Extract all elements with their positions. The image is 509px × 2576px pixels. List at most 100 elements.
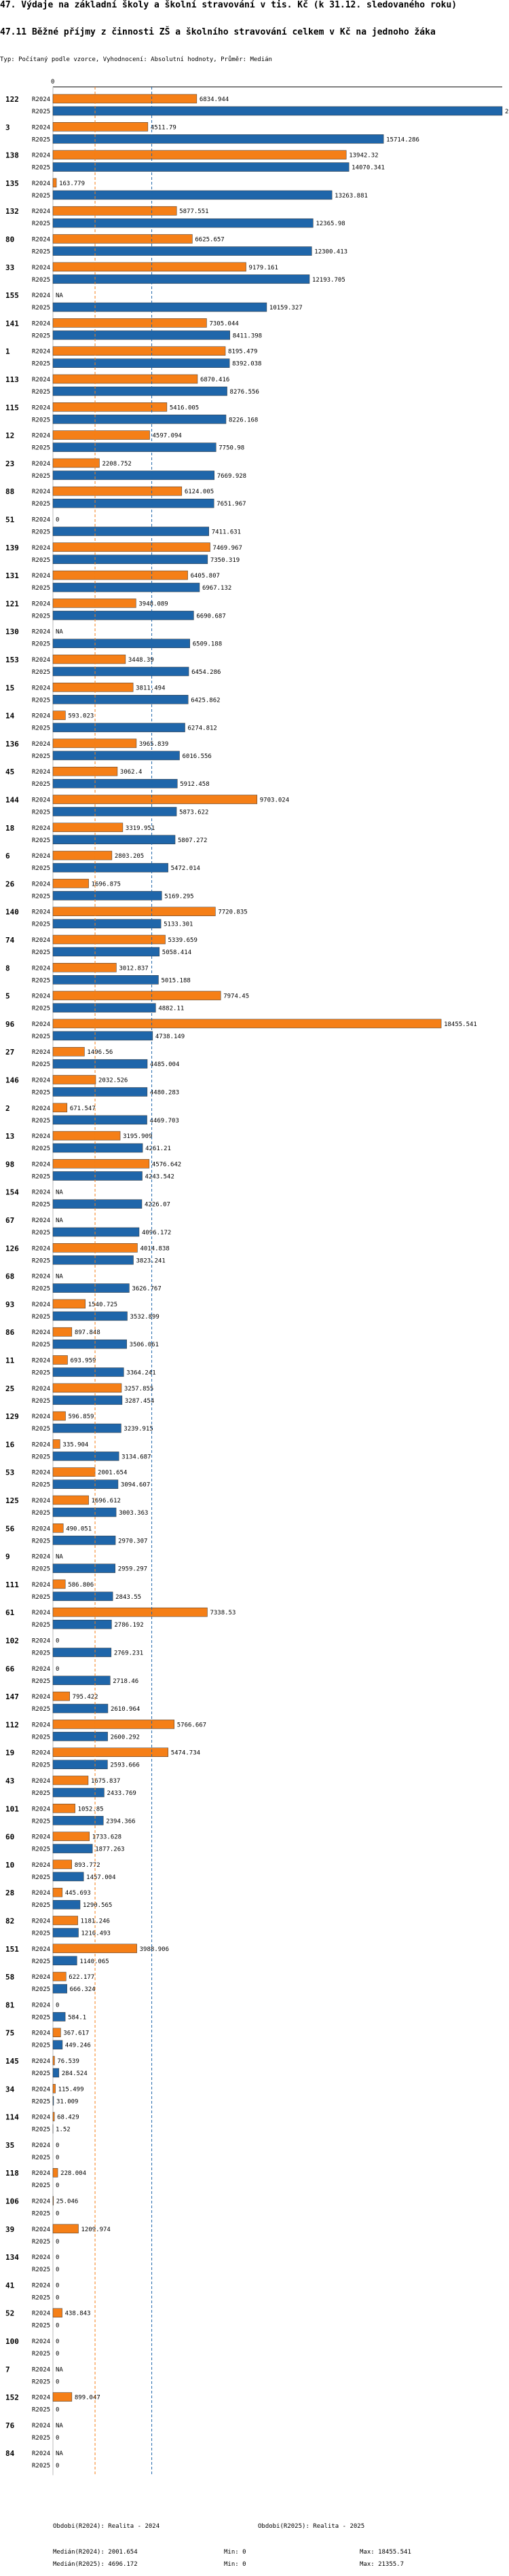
value-label-r2025: 6690.687 bbox=[196, 613, 225, 620]
value-label-r2024: NA bbox=[56, 1554, 63, 1561]
bar-r2025 bbox=[52, 1087, 148, 1097]
category-label: 19 bbox=[5, 1749, 14, 1758]
bar-r2025 bbox=[52, 2040, 63, 2049]
value-label-r2024: 3965.839 bbox=[139, 741, 168, 748]
series-label-r2025: R2025 bbox=[32, 193, 50, 200]
bar-r2024 bbox=[52, 766, 118, 776]
bar-r2024 bbox=[52, 94, 197, 104]
category-label: 154 bbox=[5, 1188, 19, 1197]
series-label-r2025: R2025 bbox=[32, 2267, 50, 2273]
series-label-r2024: R2024 bbox=[32, 1974, 50, 1981]
value-label-r2024: 1052.85 bbox=[78, 1806, 104, 1813]
series-label-r2025: R2025 bbox=[32, 529, 50, 536]
value-label-r2024: 9179.161 bbox=[249, 265, 278, 271]
bar-r2024 bbox=[52, 1887, 63, 1897]
value-label-r2024: 3811.494 bbox=[136, 685, 165, 692]
value-label-r2024: 6834.944 bbox=[200, 96, 229, 103]
bar-r2025 bbox=[52, 639, 191, 648]
category-label: 129 bbox=[5, 1412, 19, 1421]
category-label: 16 bbox=[5, 1440, 15, 1449]
series-label-r2025: R2025 bbox=[32, 669, 50, 676]
value-label-r2024: 5339.659 bbox=[168, 937, 197, 944]
value-label-r2024: 7974.45 bbox=[223, 993, 249, 1000]
category-label: 39 bbox=[5, 2225, 14, 2234]
value-label-r2025: 2433.769 bbox=[107, 1790, 136, 1797]
series-label-r2024: R2024 bbox=[32, 1133, 50, 1140]
value-label-r2024: 5877.551 bbox=[179, 208, 208, 215]
series-label-r2025: R2025 bbox=[32, 865, 50, 872]
value-label-r2024: 596.859 bbox=[69, 1414, 94, 1420]
bar-r2024 bbox=[52, 1355, 68, 1365]
series-label-r2024: R2024 bbox=[32, 1554, 50, 1561]
value-label-r2025: 6454.286 bbox=[191, 669, 221, 676]
series-label-r2024: R2024 bbox=[32, 2338, 50, 2345]
bar-r2025 bbox=[52, 1816, 104, 1825]
value-label-r2024: 893.772 bbox=[75, 1862, 100, 1869]
series-label-r2025: R2025 bbox=[32, 1762, 50, 1769]
value-label-r2024: 897.848 bbox=[75, 1329, 100, 1336]
value-label-r2024: 228.004 bbox=[60, 2170, 86, 2177]
category-label: 145 bbox=[5, 2057, 19, 2066]
series-label-r2024: R2024 bbox=[32, 1414, 50, 1420]
bar-r2025 bbox=[52, 415, 227, 424]
value-label-r2024: 76.539 bbox=[57, 2058, 79, 2065]
category-label: 155 bbox=[5, 291, 19, 300]
value-label-r2025: 2593.666 bbox=[110, 1762, 139, 1769]
series-label-r2024: R2024 bbox=[32, 1245, 50, 1252]
value-label-r2024: NA bbox=[56, 2450, 63, 2457]
legend-r2024: Obdobi(R2024): Realita - 2024 bbox=[53, 2523, 160, 2530]
value-label-r2025: 3287.454 bbox=[125, 1398, 154, 1405]
category-label: 86 bbox=[5, 1328, 15, 1337]
category-label: 11 bbox=[5, 1357, 15, 1365]
bar-r2024 bbox=[52, 1411, 66, 1421]
category-label: 134 bbox=[5, 2253, 19, 2262]
value-label-r2024: 0 bbox=[56, 2254, 59, 2261]
series-label-r2025: R2025 bbox=[32, 277, 50, 284]
bar-r2024 bbox=[52, 1944, 137, 1954]
series-label-r2025: R2025 bbox=[32, 1145, 50, 1152]
series-label-r2025: R2025 bbox=[32, 1818, 50, 1825]
legend-r2025: Obdobi(R2025): Realita - 2025 bbox=[258, 2523, 365, 2530]
bar-r2025 bbox=[52, 1760, 108, 1769]
series-label-r2024: R2024 bbox=[32, 2366, 50, 2373]
category-label: 76 bbox=[5, 2421, 15, 2430]
value-label-r2025: 13263.881 bbox=[335, 193, 368, 200]
category-label: 51 bbox=[5, 516, 15, 525]
bar-r2024 bbox=[52, 1439, 60, 1449]
value-label-r2025: 2786.192 bbox=[114, 1622, 143, 1629]
series-label-r2024: R2024 bbox=[32, 265, 50, 271]
category-label: 96 bbox=[5, 1020, 15, 1029]
bar-r2025 bbox=[52, 1844, 93, 1853]
series-label-r2024: R2024 bbox=[32, 993, 50, 1000]
chart-type-note: Typ: Počítaný podle vzorce, Vyhodnocení:… bbox=[0, 56, 272, 63]
series-label-r2025: R2025 bbox=[32, 1538, 50, 1545]
category-label: 28 bbox=[5, 1889, 14, 1897]
series-label-r2025: R2025 bbox=[32, 2014, 50, 2021]
value-label-r2024: 3062.4 bbox=[120, 769, 143, 776]
bar-r2025 bbox=[52, 1311, 128, 1321]
bar-r2025 bbox=[52, 1115, 147, 1125]
series-label-r2025: R2025 bbox=[32, 613, 50, 620]
value-label-r2025: 6274.812 bbox=[188, 725, 217, 732]
value-label-r2024: 0 bbox=[56, 1666, 59, 1673]
category-label: 106 bbox=[5, 2197, 19, 2206]
category-label: 151 bbox=[5, 1945, 19, 1954]
value-label-r2024: 445.693 bbox=[65, 1890, 91, 1897]
bar-r2025 bbox=[52, 891, 162, 901]
bar-r2024 bbox=[52, 318, 207, 328]
value-label-r2025: 4485.004 bbox=[150, 1061, 179, 1068]
series-label-r2024: R2024 bbox=[32, 1470, 50, 1477]
value-label-r2024: NA bbox=[56, 2423, 63, 2429]
series-label-r2024: R2024 bbox=[32, 1190, 50, 1196]
bar-r2024 bbox=[52, 2392, 73, 2402]
bar-r2025 bbox=[52, 1872, 84, 1882]
value-label-r2025: 5912.458 bbox=[180, 781, 209, 788]
bar-r2024 bbox=[52, 1971, 67, 1982]
series-label-r2025: R2025 bbox=[32, 2323, 50, 2330]
value-label-r2025: 4261.21 bbox=[145, 1145, 171, 1152]
chart-title: 47. Výdaje na základní školy a školní st… bbox=[0, 0, 457, 10]
category-label: 111 bbox=[5, 1580, 19, 1589]
value-label-r2024: 671.547 bbox=[70, 1105, 96, 1112]
value-label-r2024: NA bbox=[56, 292, 63, 299]
